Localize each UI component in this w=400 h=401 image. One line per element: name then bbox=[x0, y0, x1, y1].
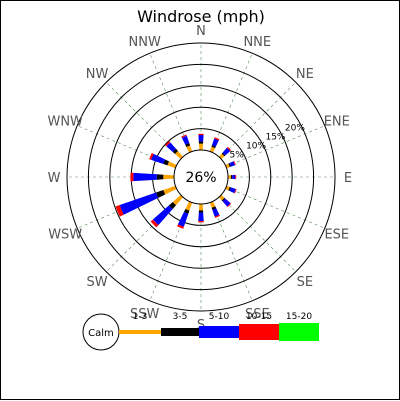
direction-label-nne: NNE bbox=[243, 35, 271, 50]
direction-label-nw: NW bbox=[86, 67, 109, 82]
legend-swatch-5-10 bbox=[199, 326, 239, 338]
bar-sw-3-5 bbox=[171, 204, 174, 207]
ring-label-20pct: 20% bbox=[285, 124, 305, 134]
legend-label-10-15: 10-15 bbox=[246, 312, 272, 322]
ring-label-10pct: 10% bbox=[246, 142, 266, 152]
direction-label-sw: SW bbox=[87, 275, 108, 290]
legend-calm-label: Calm bbox=[88, 328, 114, 339]
bar-nne-5-10 bbox=[213, 142, 217, 144]
ring-label-5pct: 5% bbox=[230, 151, 245, 161]
ring-label-15pct: 15% bbox=[265, 133, 285, 143]
legend-swatch-3-5 bbox=[161, 328, 199, 336]
legend-label-3-5: 3-5 bbox=[173, 312, 188, 322]
legend-swatch-1-3 bbox=[119, 330, 161, 334]
bar-nw-5-10 bbox=[170, 146, 174, 150]
legend-swatch-15-20 bbox=[279, 323, 319, 341]
direction-label-ene: ENE bbox=[324, 115, 350, 130]
bar-ese-5-10 bbox=[232, 188, 234, 192]
bar-wsw-5-10 bbox=[138, 199, 141, 207]
bar-wnw-3-5 bbox=[165, 160, 167, 164]
direction-label-se: SE bbox=[297, 275, 313, 290]
legend-label-5-10: 5-10 bbox=[209, 312, 230, 322]
direction-label-wsw: WSW bbox=[48, 227, 82, 242]
wind-bars bbox=[118, 134, 237, 227]
bar-se-1-3 bbox=[220, 196, 223, 199]
bar-ese-1-3 bbox=[227, 186, 228, 189]
legend-label-15-20: 15-20 bbox=[286, 312, 312, 322]
bar-ne-1-3 bbox=[220, 155, 223, 158]
direction-labels: 26%NNNENEENEEESESESSESSSWSWWSWWWNWNWNNW5… bbox=[47, 24, 352, 333]
spoke-se bbox=[220, 196, 296, 272]
bar-sw-1-3 bbox=[177, 198, 180, 201]
direction-label-ne: NE bbox=[296, 67, 314, 82]
spoke-ese bbox=[226, 187, 325, 228]
calm-value-label: 26% bbox=[185, 170, 216, 186]
bar-wnw-5-10 bbox=[157, 157, 159, 162]
bar-ene-5-10 bbox=[231, 162, 233, 166]
legend-label-1-3: 1-3 bbox=[133, 312, 148, 322]
bar-sse-3-5 bbox=[212, 207, 216, 209]
legend-swatch-10-15 bbox=[239, 324, 279, 340]
bar-ne-5-10 bbox=[225, 150, 228, 153]
bar-ssw-3-5 bbox=[185, 211, 189, 213]
direction-label-e: E bbox=[344, 171, 352, 186]
bar-nnw-1-3 bbox=[188, 148, 191, 149]
spoke-nne bbox=[211, 53, 252, 152]
bar-nw-1-3 bbox=[178, 154, 181, 157]
bar-sse-5-10 bbox=[213, 211, 217, 213]
direction-label-w: W bbox=[48, 171, 61, 186]
bar-ssw-5-10 bbox=[181, 218, 186, 220]
bar-wnw-1-3 bbox=[171, 163, 172, 167]
bar-wsw-1-3 bbox=[169, 188, 171, 192]
bar-nnw-5-10 bbox=[184, 139, 188, 141]
bar-ene-1-3 bbox=[227, 164, 228, 167]
bar-wsw-3-5 bbox=[160, 191, 162, 196]
bar-ssw-1-3 bbox=[187, 205, 191, 206]
direction-label-n: N bbox=[196, 24, 206, 39]
bar-nnw-3-5 bbox=[186, 144, 190, 146]
bar-sse-1-3 bbox=[211, 204, 214, 205]
direction-label-wnw: WNW bbox=[47, 115, 83, 130]
bar-nne-1-3 bbox=[211, 149, 214, 150]
direction-label-nnw: NNW bbox=[129, 35, 161, 50]
direction-label-ese: ESE bbox=[324, 227, 349, 242]
bar-sw-5-10 bbox=[161, 212, 166, 217]
bar-se-5-10 bbox=[225, 201, 228, 204]
